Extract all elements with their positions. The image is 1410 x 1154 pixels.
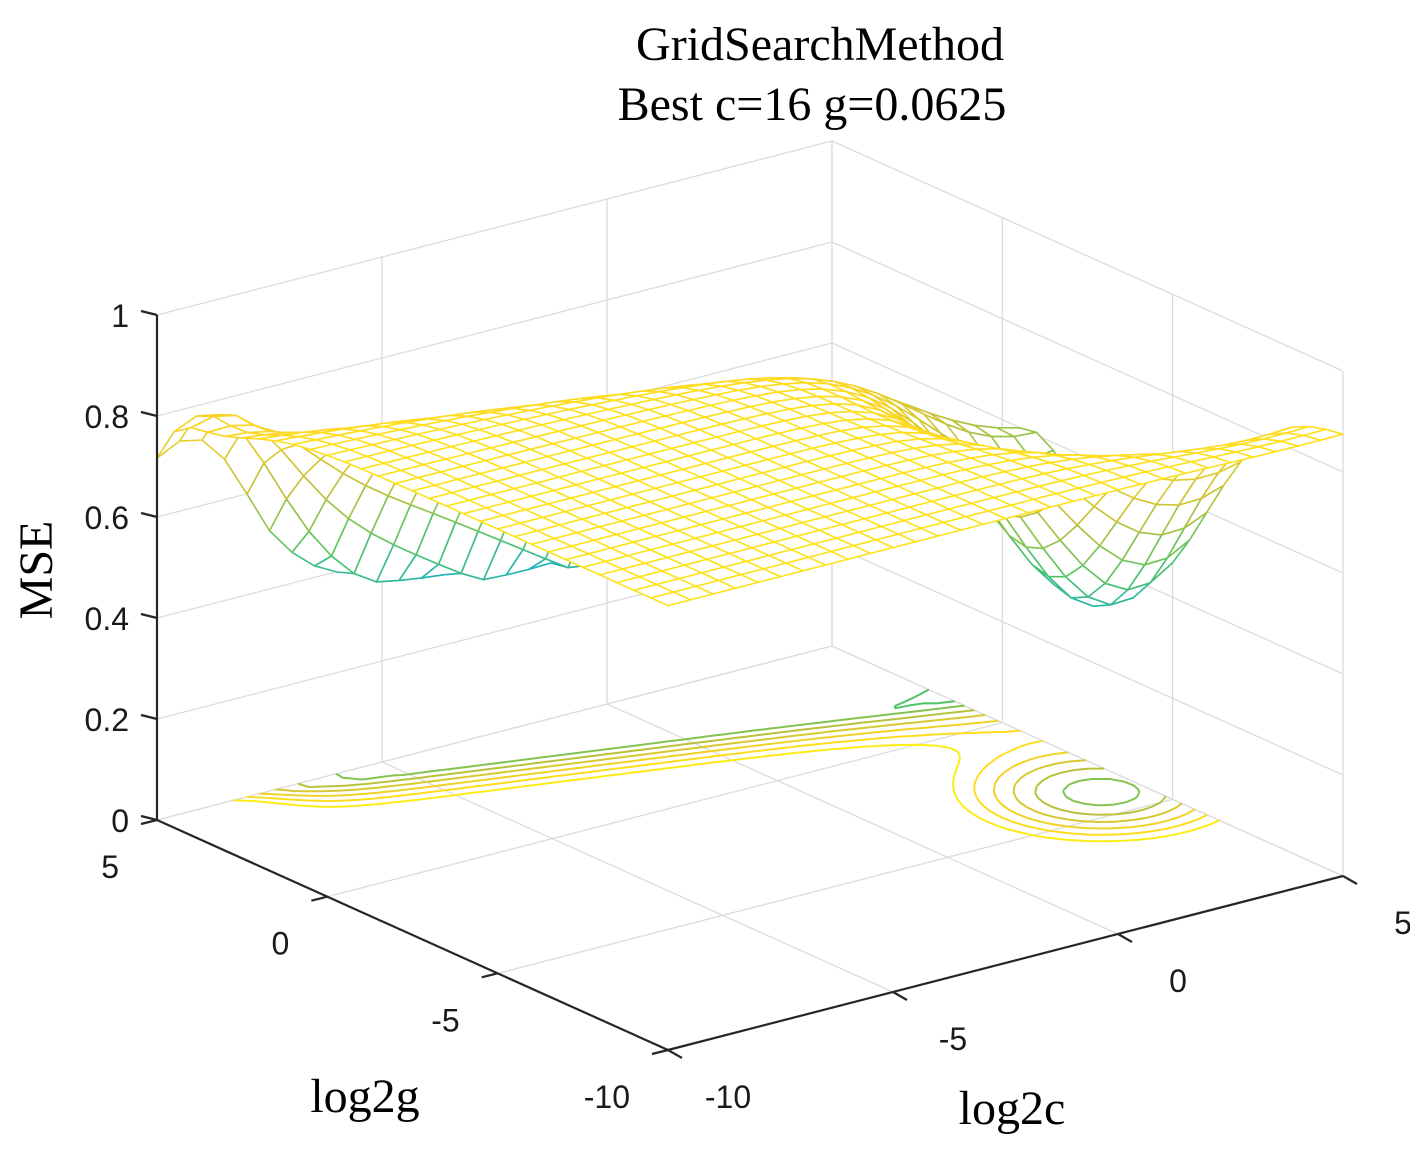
z-tick-mark [140,612,158,620]
z-tick-label: 0.4 [85,601,129,637]
contour-line [233,743,1220,843]
x-tick-mark [667,1049,683,1059]
axes: -10 -5 0 5 -10 -5 0 5 0 0.2 0.4 0.6 0.8 1 [85,298,1410,1115]
z-tick-label: 0 [111,803,129,839]
x-axis-label: log2c [959,1082,1066,1135]
x-tick-label: 5 [1394,905,1410,941]
y-tick-label: 0 [272,926,290,962]
y-tick-label: -5 [431,1002,459,1038]
y-tick-mark [311,895,328,902]
grid-line [156,241,833,417]
surface-cell [650,591,692,607]
grid-line [831,544,1344,776]
z-tick-label: 0.2 [85,702,129,738]
grid-line [497,798,1173,974]
contour-line [893,688,955,710]
floor-contour-plot [233,688,1220,843]
x-tick-label: 0 [1169,963,1187,999]
chart-title: GridSearchMethod [636,18,1004,71]
grid-line [156,645,833,821]
z-tick-label: 0.8 [85,399,129,435]
contour-line [297,709,1167,816]
x-tick-label: -5 [939,1021,967,1057]
y-axis-label: log2g [310,1070,419,1123]
z-tick-label: 1 [111,298,129,334]
y-tick-mark [140,818,158,826]
grid-line [831,140,1344,372]
y-tick-mark [651,1048,669,1056]
mse-surface-mesh [156,376,1344,608]
z-tick-mark [140,814,158,822]
z-tick-mark [140,713,158,721]
x-tick-mark [1342,875,1358,885]
x-tick-mark [1117,933,1133,943]
z-axis-label: MSE [10,521,63,620]
grid-line [381,761,894,993]
y-tick-mark [481,972,498,979]
y-tick-label: 5 [101,849,119,885]
y-axis-line [156,818,669,1052]
x-tick-label: -10 [705,1079,751,1115]
x-tick-mark [892,991,908,1001]
contour-line [275,713,1183,823]
contour-line [335,704,1141,807]
z-tick-mark [140,410,158,418]
grid-line [156,140,833,316]
grid-line [831,241,1344,473]
chart-subtitle: Best c=16 g=0.0625 [618,78,1007,131]
y-tick-label: -10 [584,1079,630,1115]
grid-line [831,645,1344,877]
z-tick-mark [140,309,158,317]
contour-line [246,729,1208,836]
axes-grid [156,140,1344,1051]
z-tick-mark [140,511,158,519]
z-tick-label: 0.6 [85,500,129,536]
x-axis-line [667,874,1344,1052]
contour-line [259,719,1196,830]
grid-line [327,722,1003,898]
